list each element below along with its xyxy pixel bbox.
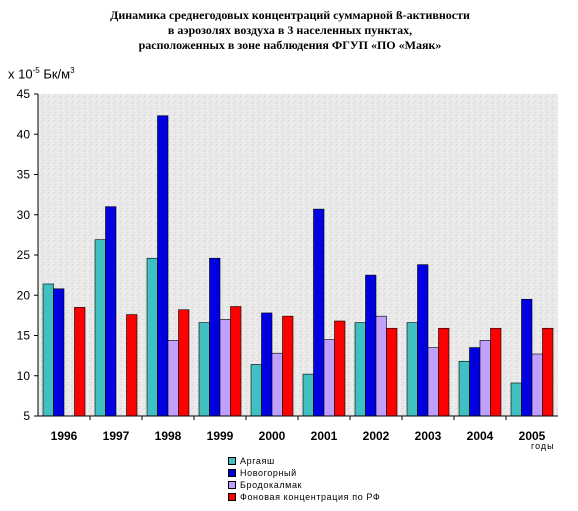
bar [313,208,325,417]
x-tick-label: 1997 [103,429,130,443]
bar [458,360,470,417]
bar [261,312,273,417]
bar [282,315,294,417]
bar [438,327,450,417]
bar [490,327,502,417]
legend: Аргаяш Новогорный Бродокалмак Фоновая конце… [228,455,380,503]
x-tick-label: 2001 [311,429,338,443]
x-tick-label: 2005 [519,429,546,443]
x-ticks-group: 1996 1997 1998 1999 2000 2001 2002 2003 2004 2005 [51,416,546,443]
x-tick-label: 1998 [155,429,182,443]
chart-title: Динамика среднегодовых концентраций сумм… [60,8,520,53]
bar [510,382,522,417]
bar [198,322,210,417]
bar [354,322,366,417]
bar [417,264,429,417]
bar [146,257,158,417]
bar [469,347,481,417]
bar [365,274,377,417]
bar [157,115,169,417]
x-tick-label: 1999 [207,429,234,443]
legend-label: Фоновая концентрация по РФ [240,492,381,502]
legend-swatch [228,457,236,465]
legend-label: Бродокалмак [240,480,303,490]
bar [42,283,54,417]
bars-group [42,115,554,417]
x-tick-label: 2000 [259,429,286,443]
legend-item: Новогорный [228,467,380,479]
bar [427,347,439,417]
chart-title-line: в аэрозолях воздуха в 3 населенных пункт… [167,23,413,37]
x-tick-label: 2003 [415,429,442,443]
bar [375,315,387,417]
legend-swatch [228,481,236,489]
y-tick-label: 20 [17,288,31,302]
bar [219,319,231,417]
bar [521,298,533,417]
chart-title-line: Динамика среднегодовых концентраций сумм… [110,8,470,22]
legend-label: Аргаяш [240,456,275,466]
legend-item: Фоновая концентрация по РФ [228,491,380,503]
bar [94,239,106,417]
chart-title-line: расположенных в зоне наблюдения ФГУП «ПО… [138,38,442,52]
x-tick-label: 1996 [51,429,78,443]
bar [271,352,283,417]
bar [178,309,190,417]
bar [74,307,86,417]
bar [167,340,179,417]
y-tick-label: 45 [17,87,31,101]
legend-item: Бродокалмак [228,479,380,491]
bar [230,306,242,417]
y-ticks-group: 5 10 15 20 25 30 35 40 45 [17,87,38,423]
bar [406,322,418,417]
bar [250,364,262,417]
x-tick-label: 2004 [467,429,494,443]
bar [323,339,335,417]
bar [334,320,346,417]
bar [53,288,65,417]
x-tick-label: 2002 [363,429,390,443]
y-tick-label: 35 [17,168,31,182]
y-tick-label: 25 [17,248,31,262]
legend-swatch [228,469,236,477]
legend-swatch [228,493,236,501]
bar [126,314,138,417]
bar [209,257,221,417]
bar [105,206,117,417]
y-axis-label: х 10-5 Бк/м3 [8,66,75,82]
bar [542,327,554,417]
y-tick-label: 30 [17,208,31,222]
bar [479,340,491,417]
legend-item: Аргаяш [228,455,380,467]
bar [531,353,543,417]
bar [386,327,398,417]
y-tick-label: 5 [23,409,30,423]
legend-label: Новогорный [240,468,297,478]
y-tick-label: 15 [17,329,31,343]
y-tick-label: 10 [17,369,31,383]
x-axis-label: годы [531,441,555,451]
bar [302,373,314,417]
y-tick-label: 40 [17,127,31,141]
